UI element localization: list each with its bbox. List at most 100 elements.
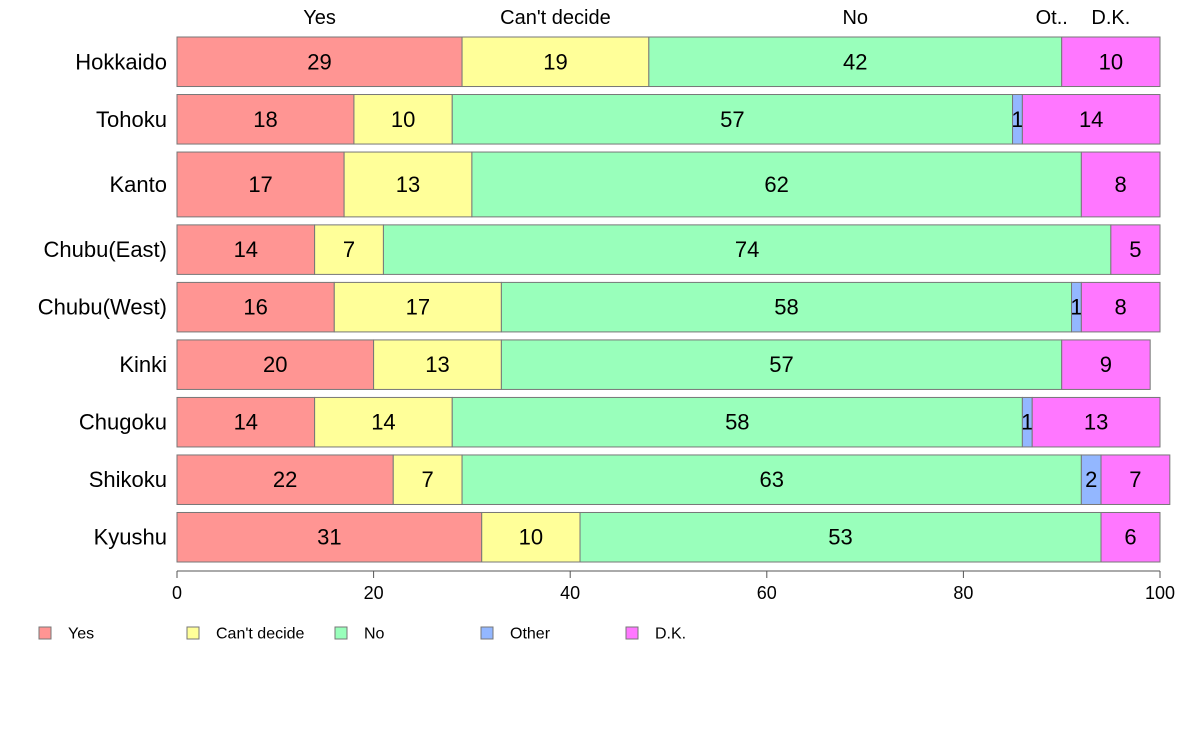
- segment-value-label: 17: [248, 172, 272, 197]
- bar-row: 14 7 74 5 Chubu(East): [43, 224, 1161, 275]
- bar-segment: [333, 281, 502, 333]
- category-label: Kanto: [110, 172, 168, 197]
- legend-label: D.K.: [655, 626, 686, 643]
- segment-value-label: 29: [307, 49, 331, 74]
- category-label: Chubu(West): [38, 295, 167, 320]
- segment-value-label: 9: [1100, 352, 1112, 377]
- segment-value-label: 10: [519, 525, 543, 550]
- category-label: Kinki: [119, 352, 167, 377]
- bar-row: 17 13 62 8 Kanto: [110, 151, 1161, 218]
- bar-segment: [176, 36, 463, 88]
- bar-segment: [353, 94, 453, 145]
- bar-segment: [1100, 454, 1171, 505]
- legend-item: No: [334, 626, 385, 643]
- bar-segment: [176, 511, 483, 563]
- top-column-label: No: [842, 7, 868, 29]
- x-tick-label: 60: [757, 583, 777, 603]
- segment-value-label: 74: [735, 237, 759, 262]
- legend-label: Can't decide: [216, 626, 305, 643]
- segment-value-label: 16: [243, 295, 267, 320]
- segment-value-label: 13: [1084, 410, 1108, 435]
- segment-value-label: 7: [343, 237, 355, 262]
- segment-value-label: 14: [371, 410, 395, 435]
- bar-segment: [1110, 224, 1161, 275]
- legend-swatch: [480, 626, 494, 640]
- bar-segment: [1061, 36, 1161, 88]
- bar-segment: [176, 151, 345, 218]
- top-column-label: Ot..: [1036, 7, 1068, 29]
- category-label: Chugoku: [79, 410, 167, 435]
- segment-value-label: 57: [769, 352, 793, 377]
- category-label: Kyushu: [94, 525, 167, 550]
- bar-row: 31 10 53 6 Kyushu: [94, 511, 1161, 563]
- segment-value-label: 58: [725, 410, 749, 435]
- x-tick-label: 100: [1145, 583, 1175, 603]
- x-tick-label: 0: [172, 583, 182, 603]
- category-label: Chubu(East): [43, 237, 167, 262]
- segment-value-label: 22: [273, 467, 297, 492]
- bar-segment: [176, 396, 316, 448]
- segment-value-label: 10: [1099, 49, 1123, 74]
- bar-segment: [1100, 511, 1161, 563]
- legend-label: Yes: [68, 626, 94, 643]
- segment-value-label: 13: [396, 172, 420, 197]
- legend-swatch: [38, 626, 52, 640]
- segment-value-label: 63: [759, 467, 783, 492]
- bar-segment: [461, 36, 650, 88]
- bar-segment: [1021, 94, 1161, 145]
- legend-swatch: [334, 626, 348, 640]
- segment-value-label: 1: [1021, 410, 1033, 435]
- segment-value-label: 57: [720, 107, 744, 132]
- bar-segment: [1031, 396, 1161, 448]
- bar-segment: [176, 454, 394, 505]
- bar-segment: [481, 511, 581, 563]
- category-label: Shikoku: [89, 467, 167, 492]
- bar-segment: [392, 454, 463, 505]
- bar-segment: [451, 94, 1014, 145]
- segment-value-label: 7: [422, 467, 434, 492]
- legend-item: Other: [480, 626, 551, 643]
- bar-row: 14 14 58 1 13 Chugoku: [79, 396, 1161, 448]
- segment-value-label: 8: [1115, 172, 1127, 197]
- segment-value-label: 5: [1129, 237, 1141, 262]
- bar-segment: [1061, 339, 1151, 390]
- bar-segment: [1080, 151, 1161, 218]
- top-column-label: D.K.: [1091, 7, 1130, 29]
- bar-row: 22 7 63 2 7 Shikoku: [89, 454, 1171, 505]
- x-tick-label: 80: [953, 583, 973, 603]
- bar-segment: [314, 224, 384, 275]
- legend-swatch: [186, 626, 200, 640]
- bar-segment: [314, 396, 453, 448]
- legend-label: No: [364, 626, 385, 643]
- bar-segment: [648, 36, 1063, 88]
- bar-segment: [500, 281, 1073, 333]
- segment-value-label: 58: [774, 295, 798, 320]
- legend-item: Yes: [38, 626, 94, 643]
- segment-value-label: 1: [1070, 295, 1082, 320]
- x-axis: 0 20 40 60 80 100: [172, 570, 1175, 603]
- bar-segment: [343, 151, 473, 218]
- top-column-labels: Yes Can't decide No Ot.. D.K.: [303, 7, 1130, 29]
- segment-value-label: 1: [1011, 107, 1023, 132]
- bar-segment: [579, 511, 1102, 563]
- legend-swatch: [625, 626, 639, 640]
- bar-segment: [1080, 281, 1161, 333]
- segment-value-label: 20: [263, 352, 287, 377]
- segment-value-label: 13: [425, 352, 449, 377]
- legend-item: Can't decide: [186, 626, 305, 643]
- segment-value-label: 53: [828, 525, 852, 550]
- bar-segment: [500, 339, 1063, 390]
- x-tick-label: 40: [560, 583, 580, 603]
- segment-value-label: 19: [543, 49, 567, 74]
- bar-segment: [373, 339, 502, 390]
- legend-label: Other: [510, 626, 551, 643]
- segment-value-label: 10: [391, 107, 415, 132]
- segment-value-label: 31: [317, 525, 341, 550]
- segment-value-label: 18: [253, 107, 277, 132]
- bar-segment: [176, 94, 355, 145]
- segment-value-label: 8: [1115, 295, 1127, 320]
- x-tick-label: 20: [364, 583, 384, 603]
- segment-value-label: 7: [1129, 467, 1141, 492]
